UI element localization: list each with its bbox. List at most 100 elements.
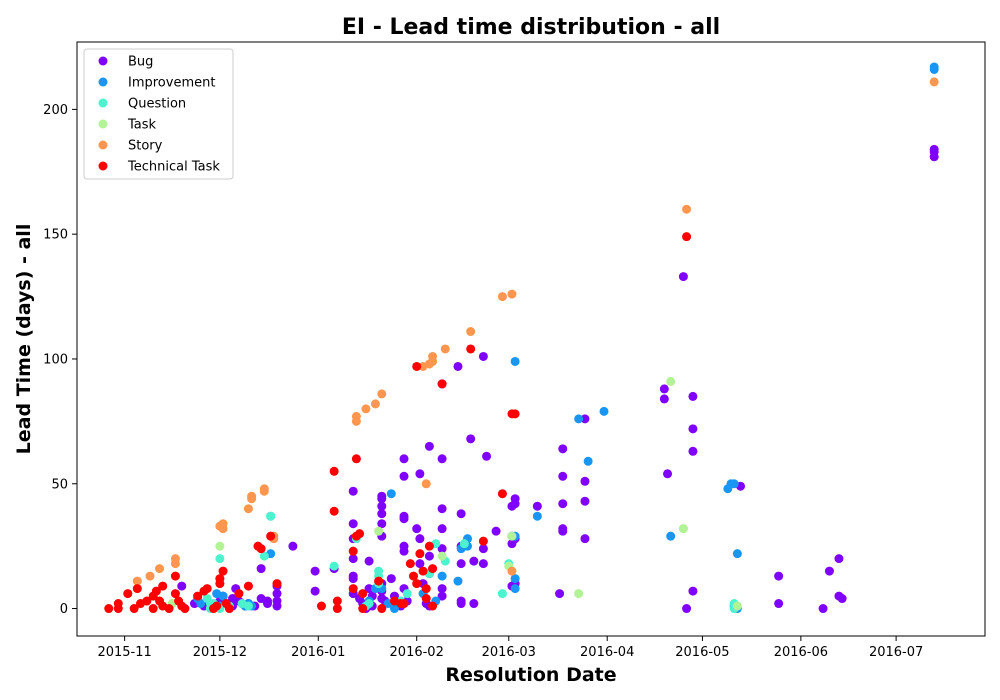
data-point: [215, 554, 225, 564]
data-point: [599, 406, 609, 416]
y-tick-label: 100: [43, 352, 68, 367]
data-point: [272, 596, 282, 606]
data-point: [377, 501, 387, 511]
data-point: [316, 601, 326, 611]
data-point: [412, 524, 422, 534]
x-tick-label: 2016-07: [869, 645, 923, 660]
data-point: [837, 594, 847, 604]
data-point: [774, 599, 784, 609]
y-tick-label: 200: [43, 103, 68, 118]
data-point: [104, 604, 114, 614]
data-point: [688, 391, 698, 401]
data-point: [266, 511, 276, 521]
data-point: [288, 541, 298, 551]
data-point: [196, 599, 206, 609]
data-point: [497, 489, 507, 499]
data-point: [348, 519, 358, 529]
series-technical-task: [104, 232, 692, 614]
data-point: [688, 446, 698, 456]
x-tick-label: 2015-11: [97, 645, 151, 660]
data-point: [377, 509, 387, 519]
data-point: [580, 414, 590, 424]
data-point: [466, 434, 476, 444]
data-point: [415, 469, 425, 479]
data-point: [453, 361, 463, 371]
series-story: [132, 77, 939, 586]
data-point: [659, 394, 669, 404]
data-point: [170, 559, 180, 569]
data-point: [218, 591, 228, 601]
data-point: [262, 599, 272, 609]
legend-frame: [83, 48, 234, 180]
data-point: [129, 604, 139, 614]
y-tick-label: 0: [60, 602, 68, 617]
data-point: [310, 566, 320, 576]
data-point: [666, 376, 676, 386]
data-point: [574, 589, 584, 599]
data-point: [482, 451, 492, 461]
data-point: [558, 526, 568, 536]
data-point: [202, 584, 212, 594]
data-point: [113, 604, 123, 614]
legend-label: Bug: [128, 55, 153, 70]
data-point: [729, 479, 739, 489]
data-point: [218, 566, 228, 576]
data-point: [428, 564, 438, 574]
legend-item: Improvement: [98, 76, 215, 91]
data-point: [583, 456, 593, 466]
data-point: [532, 511, 542, 521]
data-point: [272, 579, 282, 589]
data-point: [148, 604, 158, 614]
legend-marker: [98, 140, 108, 150]
data-point: [409, 571, 419, 581]
data-point: [329, 466, 339, 476]
data-point: [688, 424, 698, 434]
data-point: [678, 524, 688, 534]
data-point: [218, 524, 228, 534]
data-point: [929, 64, 939, 74]
data-point: [164, 604, 174, 614]
data-point: [478, 559, 488, 569]
data-point: [466, 327, 476, 337]
data-point: [929, 152, 939, 162]
data-point: [421, 479, 431, 489]
data-point: [732, 549, 742, 559]
data-point: [132, 584, 142, 594]
data-point: [555, 589, 565, 599]
data-point: [415, 559, 425, 569]
data-point: [478, 351, 488, 361]
data-point: [348, 486, 358, 496]
legend: Bug Improvement Question Task Story Technical…: [83, 48, 234, 180]
data-point: [266, 531, 276, 541]
x-tick-label: 2016-04: [580, 645, 634, 660]
data-point: [361, 404, 371, 414]
legend-item: Question: [98, 97, 186, 112]
data-point: [332, 596, 342, 606]
plot-area: 2015-11 2015-12 2016-01 2016-02 2016-03 2016-…: [43, 41, 986, 660]
data-point: [491, 526, 501, 536]
data-point: [310, 586, 320, 596]
data-point: [456, 599, 466, 609]
data-point: [469, 556, 479, 566]
data-point: [580, 476, 590, 486]
legend-marker: [98, 56, 108, 66]
data-point: [682, 204, 692, 214]
data-point: [532, 501, 542, 511]
x-tick-label: 2016-01: [291, 645, 345, 660]
data-point: [678, 272, 688, 282]
data-point: [453, 576, 463, 586]
data-point: [478, 544, 488, 554]
data-point: [215, 579, 225, 589]
data-point: [370, 399, 380, 409]
data-point: [428, 356, 438, 366]
data-point: [437, 551, 447, 561]
data-point: [399, 599, 409, 609]
data-point: [663, 469, 673, 479]
data-point: [510, 409, 520, 419]
data-point: [456, 509, 466, 519]
data-point: [358, 604, 368, 614]
legend-item: Bug: [98, 55, 153, 70]
data-point: [437, 584, 447, 594]
data-point: [405, 559, 415, 569]
data-point: [259, 486, 269, 496]
